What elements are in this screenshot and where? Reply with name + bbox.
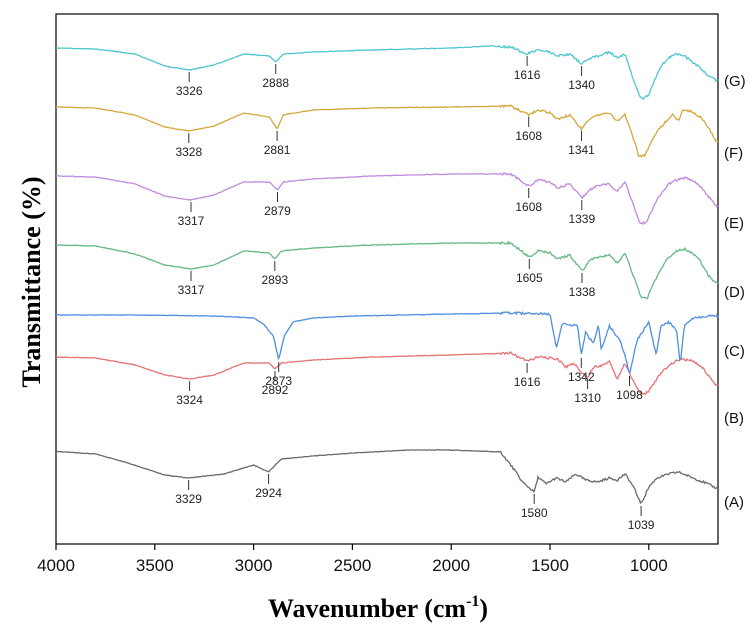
series-labels: (A) (B) (C) (D) (E) (F) (G) — [724, 73, 746, 511]
series-line-c — [56, 311, 719, 373]
peak-label-g-1616: 1616 — [514, 68, 541, 82]
peak-label-e-1608: 1608 — [515, 200, 542, 214]
x-axis-title: Wavenumber (cm-1) — [268, 593, 488, 623]
peak-label-e-2879: 2879 — [264, 204, 291, 218]
peak-label-b-2892: 2892 — [262, 383, 289, 397]
peak-label-b-1310: 1310 — [574, 391, 601, 405]
peak-label-e-3317: 3317 — [178, 214, 205, 228]
peak-label-d-1605: 1605 — [516, 271, 543, 285]
peak-label-g-3326: 3326 — [176, 84, 203, 98]
peak-label-b-3324: 3324 — [176, 393, 203, 407]
peak-label-g-1340: 1340 — [568, 78, 595, 92]
x-tick-label-3000: 3000 — [235, 556, 273, 575]
peak-label-f-1341: 1341 — [568, 143, 595, 157]
x-axis-ticks: 4000 3500 3000 2500 2000 1500 1000 — [37, 544, 668, 575]
series-line-b — [55, 351, 719, 396]
peak-label-d-1338: 1338 — [569, 285, 596, 299]
series-label-b: (B) — [724, 410, 744, 427]
x-tick-label-1500: 1500 — [531, 556, 569, 575]
x-axis-title-superscript: -1 — [466, 593, 479, 610]
series-label-d: (D) — [724, 284, 745, 301]
peak-label-a-1039: 1039 — [628, 518, 655, 532]
x-tick-label-2000: 2000 — [432, 556, 470, 575]
series-line-e — [55, 172, 719, 226]
series-line-a — [55, 448, 719, 505]
peak-label-g-2888: 2888 — [262, 76, 289, 90]
spectra-traces — [55, 44, 719, 505]
peak-label-a-2924: 2924 — [255, 486, 282, 500]
peak-labels: 3329 2924 1580 1039 3324 2892 1616 1310 2873 1342… — [175, 56, 655, 532]
y-axis-title: Transmittance (%) — [17, 176, 46, 387]
peak-label-a-1580: 1580 — [521, 506, 548, 520]
peak-label-d-2893: 2893 — [261, 273, 288, 287]
series-label-e: (E) — [724, 215, 744, 232]
peak-label-f-1608: 1608 — [515, 129, 542, 143]
x-axis-title-tail: ) — [479, 594, 488, 623]
series-line-g — [55, 44, 719, 100]
peak-label-c-1342: 1342 — [568, 370, 595, 384]
x-tick-label-1000: 1000 — [630, 556, 668, 575]
peak-label-c-1098: 1098 — [616, 388, 643, 402]
series-label-f: (F) — [724, 145, 743, 162]
series-label-a: (A) — [724, 494, 744, 511]
series-label-g: (G) — [724, 73, 746, 90]
peak-label-f-2881: 2881 — [264, 143, 291, 157]
series-label-c: (C) — [724, 343, 745, 360]
x-axis-title-main: Wavenumber (cm — [268, 594, 466, 623]
peak-label-a-3329: 3329 — [175, 492, 202, 506]
x-tick-label-3500: 3500 — [136, 556, 174, 575]
plot-frame — [55, 13, 719, 545]
peak-label-d-3317: 3317 — [178, 283, 205, 297]
series-line-f — [56, 104, 719, 159]
peak-label-b-1616: 1616 — [514, 375, 541, 389]
peak-label-c-2873: 2873 — [265, 374, 292, 388]
series-line-d — [55, 240, 719, 300]
peak-label-e-1339: 1339 — [568, 212, 595, 226]
peak-label-f-3328: 3328 — [175, 145, 202, 159]
x-tick-label-4000: 4000 — [37, 556, 75, 575]
x-tick-label-2500: 2500 — [333, 556, 371, 575]
